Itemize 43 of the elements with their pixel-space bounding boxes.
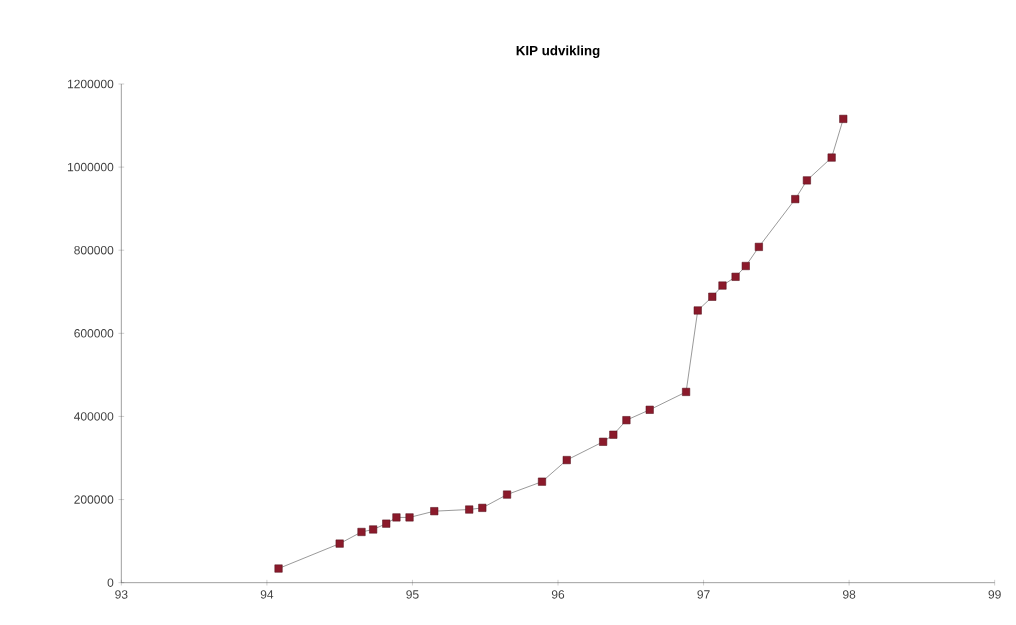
point — [718, 281, 727, 290]
point — [537, 477, 546, 486]
y-tick-label: 800000 — [74, 245, 114, 255]
x-tick-label: 97 — [697, 590, 710, 599]
point — [335, 539, 344, 548]
y-tick-label: 1000000 — [67, 162, 114, 172]
point — [708, 292, 717, 301]
point — [382, 519, 391, 528]
point — [827, 153, 836, 162]
point — [791, 194, 800, 203]
point — [693, 306, 702, 315]
x-tick-label: 99 — [988, 590, 1001, 599]
y-tick-label: 600000 — [74, 328, 114, 338]
point — [357, 527, 366, 536]
point — [392, 513, 401, 522]
point — [839, 114, 848, 123]
x-tick-label: 93 — [115, 590, 128, 599]
point — [731, 272, 740, 281]
point — [562, 455, 571, 464]
x-tick-label: 98 — [843, 590, 856, 599]
point — [682, 387, 691, 396]
point — [802, 176, 811, 185]
x-tick-label: 95 — [406, 590, 419, 599]
point — [741, 261, 750, 270]
point — [622, 416, 631, 425]
point — [599, 437, 608, 446]
x-tick-label: 94 — [260, 590, 274, 599]
point — [503, 490, 512, 499]
point — [430, 507, 439, 516]
y-tick-label: 0 — [107, 578, 114, 587]
chart-title: KIP udvikling — [516, 45, 600, 58]
point — [754, 242, 763, 251]
y-tick-label: 400000 — [74, 412, 114, 421]
point — [369, 525, 378, 534]
y-tick-label: 1200000 — [67, 79, 114, 89]
point — [645, 405, 654, 414]
point — [609, 430, 618, 439]
point — [274, 564, 283, 573]
y-tick-label: 200000 — [74, 495, 114, 504]
point — [405, 513, 414, 522]
x-tick-label: 96 — [551, 590, 565, 599]
point — [478, 503, 487, 512]
point — [465, 505, 474, 514]
